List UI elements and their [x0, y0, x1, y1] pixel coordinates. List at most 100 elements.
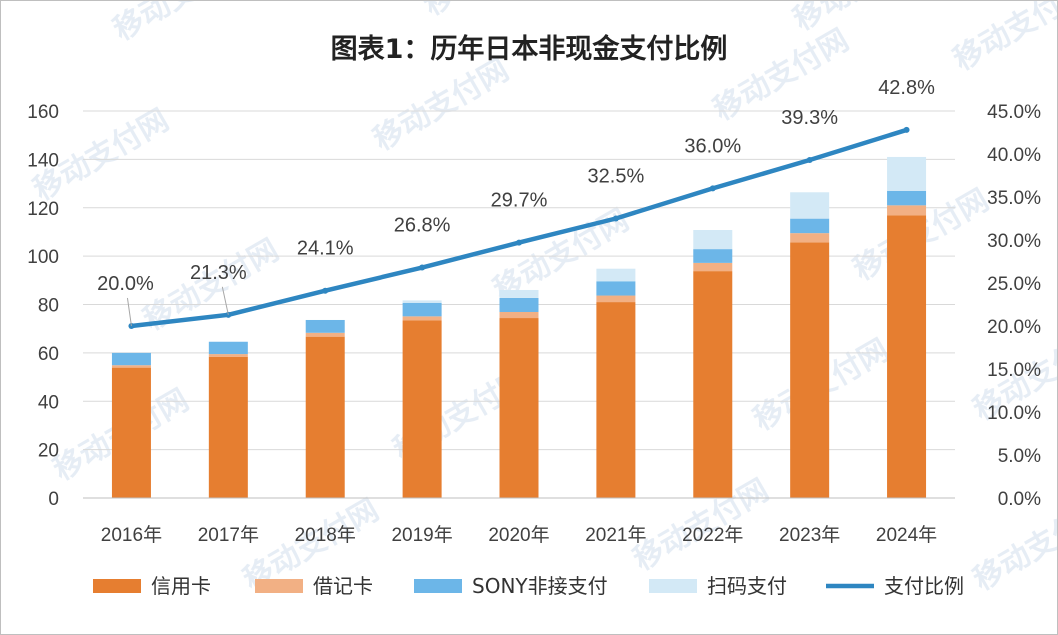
bar-segment	[499, 311, 539, 319]
bar-segment	[402, 316, 442, 321]
legend-label: SONY非接支付	[472, 574, 608, 598]
y-right-tick-label: 0.0%	[998, 489, 1041, 510]
bar-segment	[208, 354, 248, 357]
legend-swatch	[93, 579, 141, 593]
watermark-text: 移动支付网	[368, 53, 515, 158]
line-point	[516, 239, 522, 246]
line-layer: 20.0% 21.3% 24.1% 26.8% 29.7% 32.5% 36.0% 39.3%…	[97, 77, 935, 329]
y-right-tick-label: 45.0%	[987, 102, 1041, 123]
y-left-tick-label: 100	[27, 247, 59, 268]
legend-swatch	[414, 579, 462, 593]
bar-segment	[887, 205, 927, 216]
bar-segment	[305, 332, 345, 337]
data-label-leader	[221, 286, 229, 315]
y-left-tick-label: 140	[27, 150, 59, 171]
bar-segment	[499, 289, 539, 298]
line-point	[903, 126, 910, 133]
legend-label: 扫码支付	[707, 574, 787, 598]
watermark-text: 移动支付网	[108, 1, 255, 48]
bars-layer	[111, 156, 927, 499]
y-left-tick-label: 160	[27, 102, 59, 123]
line-point	[419, 264, 426, 271]
bar-segment	[693, 271, 733, 498]
y-left-tick-label: 60	[38, 344, 59, 365]
bar-segment	[693, 262, 733, 272]
line-point	[322, 287, 329, 294]
x-tick-label: 2023年	[779, 524, 840, 546]
chart-title: 图表1：历年日本非现金支付比例	[331, 33, 728, 65]
data-label: 36.0%	[684, 135, 741, 157]
bar-segment	[887, 190, 927, 206]
data-label: 39.3%	[781, 107, 838, 129]
bar-segment	[596, 302, 636, 498]
axis-layer: 0 20 40 60 80 100 120 140 160 0.0% 5.0% 10.0% 15.0% 2…	[27, 102, 1041, 546]
bar-segment	[208, 356, 248, 498]
bar-segment	[790, 218, 830, 234]
line-point	[709, 185, 716, 192]
watermark-text: 移动支付网	[418, 1, 565, 23]
y-right-tick-label: 25.0%	[987, 274, 1041, 295]
bar-segment	[402, 300, 442, 303]
data-label: 42.8%	[878, 77, 935, 99]
bar-segment	[790, 233, 830, 243]
y-left-tick-label: 40	[38, 392, 59, 413]
bar-segment	[596, 268, 636, 282]
data-label: 24.1%	[297, 238, 354, 260]
x-tick-label: 2020年	[488, 524, 549, 546]
y-right-tick-label: 10.0%	[987, 403, 1041, 424]
x-tick-label: 2021年	[585, 524, 646, 546]
x-tick-label: 2018年	[295, 524, 356, 546]
bar-segment	[111, 352, 151, 366]
bar-segment	[790, 192, 830, 219]
x-tick-label: 2019年	[391, 524, 452, 546]
bar-segment	[596, 281, 636, 296]
bar-segment	[305, 336, 345, 498]
legend-label: 支付比例	[884, 574, 964, 598]
y-right-tick-label: 15.0%	[987, 360, 1041, 381]
bar-segment	[499, 318, 539, 498]
y-left-tick-label: 80	[38, 296, 59, 317]
data-label: 26.8%	[394, 215, 451, 237]
bar-segment	[402, 320, 442, 498]
data-label: 21.3%	[190, 262, 247, 284]
legend-swatch	[255, 579, 303, 593]
bar-segment	[596, 295, 636, 303]
legend-label: 借记卡	[313, 574, 373, 598]
bar-segment	[887, 156, 927, 191]
y-left-tick-label: 0	[48, 489, 59, 510]
y-left-tick-label: 20	[38, 441, 59, 462]
bar-segment	[790, 242, 830, 498]
x-tick-label: 2016年	[101, 524, 162, 546]
line-point	[806, 157, 813, 164]
line-point	[612, 215, 619, 222]
data-label: 20.0%	[97, 273, 154, 295]
legend-label: 信用卡	[151, 574, 211, 598]
x-tick-label: 2024年	[876, 524, 937, 546]
legend: 信用卡 借记卡 SONY非接支付 扫码支付 支付比例	[93, 574, 964, 598]
y-right-tick-label: 20.0%	[987, 317, 1041, 338]
y-left-tick-label: 120	[27, 199, 59, 220]
bar-segment	[111, 367, 151, 498]
bar-segment	[208, 341, 248, 355]
x-tick-label: 2022年	[682, 524, 743, 546]
x-tick-label: 2017年	[198, 524, 259, 546]
y-right-tick-label: 30.0%	[987, 231, 1041, 252]
legend-swatch	[649, 579, 697, 593]
data-label: 32.5%	[588, 166, 645, 188]
y-right-tick-label: 5.0%	[998, 446, 1041, 467]
y-right-tick-label: 35.0%	[987, 188, 1041, 209]
watermark-text: 移动支付网	[948, 1, 1058, 78]
watermark-text: 移动支付网	[788, 1, 935, 38]
bar-segment	[402, 302, 442, 317]
bar-segment	[887, 215, 927, 499]
bar-segment	[693, 249, 733, 263]
y-right-tick-label: 40.0%	[987, 145, 1041, 166]
data-label-leader	[126, 297, 132, 327]
bar-segment	[499, 297, 539, 312]
bar-segment	[693, 230, 733, 250]
bar-segment	[305, 319, 345, 333]
bar-segment	[111, 365, 151, 368]
data-label: 29.7%	[491, 190, 548, 212]
